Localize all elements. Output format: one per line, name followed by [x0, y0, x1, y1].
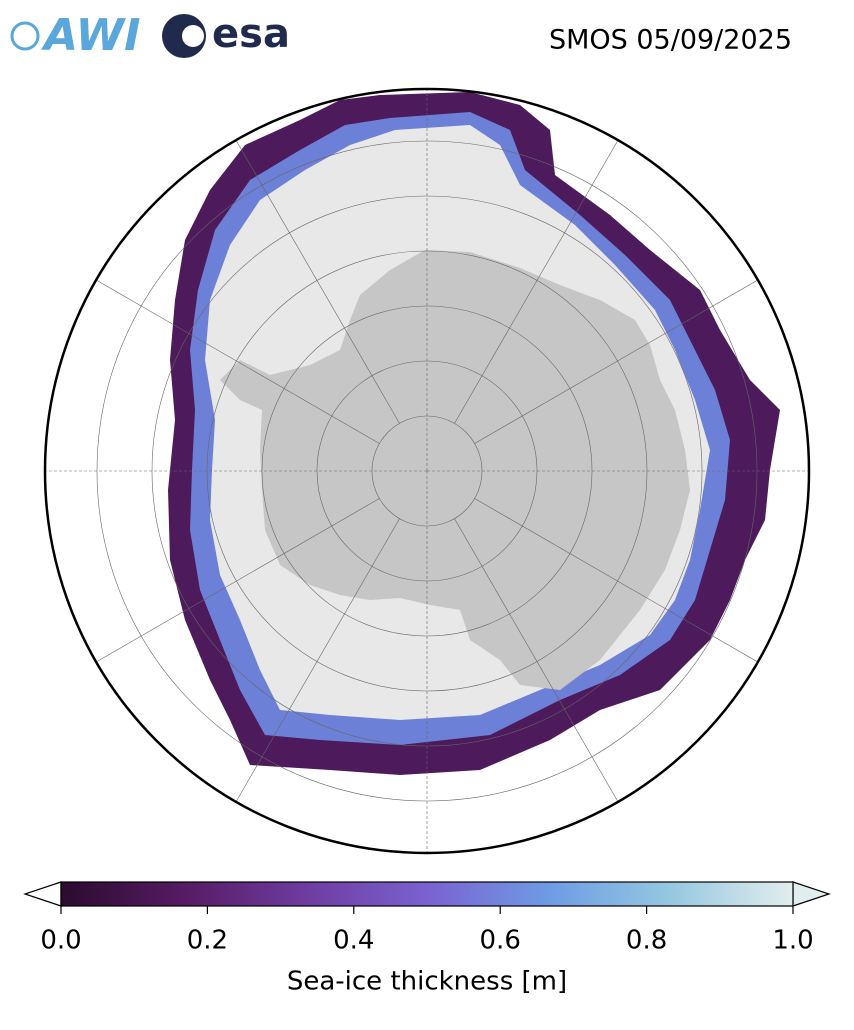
meridian	[474, 275, 765, 444]
meridian	[231, 518, 400, 809]
esa-logo-text: esa	[212, 11, 290, 57]
meridian	[474, 498, 765, 667]
meridian	[89, 275, 380, 444]
meridian	[454, 518, 623, 809]
colorbar-extend-high	[792, 881, 831, 907]
colorbar-label: Sea-ice thickness [m]	[287, 967, 567, 997]
meridian	[454, 133, 623, 424]
title: SMOS 05/09/2025	[549, 25, 792, 56]
colorbar-tick-label: 0.4	[333, 926, 374, 956]
colorbar: 0.0 0.2 0.4 0.6 0.8 1.0	[23, 881, 831, 956]
map-area	[45, 89, 809, 853]
awi-logo-text: AWI	[41, 10, 141, 61]
meridian	[89, 498, 380, 667]
colorbar-gradient	[60, 881, 794, 907]
colorbar-tick-label: 1.0	[772, 926, 813, 956]
meridian	[231, 133, 400, 424]
colorbar-tick-label: 0.0	[40, 926, 81, 956]
colorbar-extend-low	[23, 881, 62, 907]
esa-logo: esa	[162, 11, 290, 58]
graticule	[45, 89, 809, 853]
map-frame	[43, 87, 811, 855]
awi-logo: AWI	[10, 10, 141, 61]
colorbar-tick-label: 0.6	[480, 926, 521, 956]
colorbar-tick-label: 0.2	[187, 926, 228, 956]
colorbar-tick-label: 0.8	[626, 926, 667, 956]
antarctica	[220, 250, 690, 690]
